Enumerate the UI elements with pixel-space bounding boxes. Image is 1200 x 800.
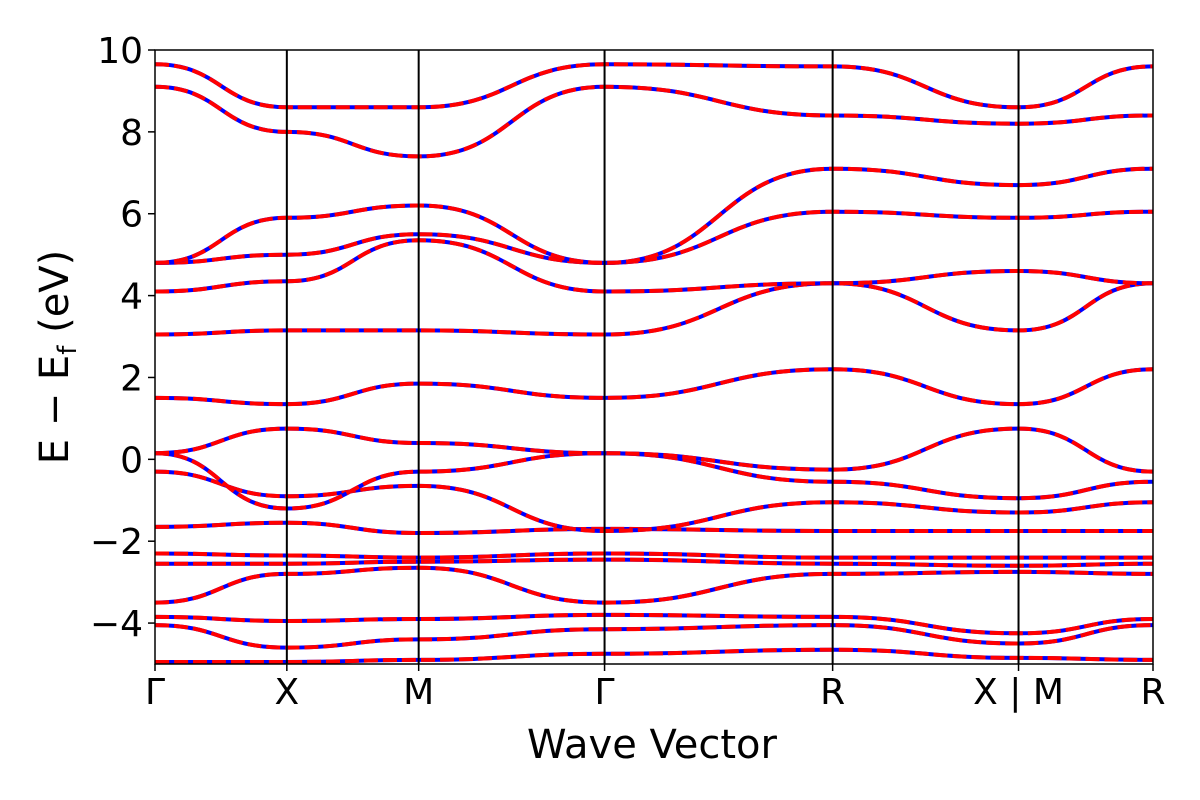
band-line-solid-9 — [155, 451, 1153, 511]
band-line-dashed-8 — [155, 469, 1153, 534]
x-tick-label: M — [403, 672, 434, 713]
plot-area — [155, 62, 1153, 664]
y-tick-label: 10 — [97, 31, 143, 72]
x-tick-label: R — [820, 672, 845, 713]
x-tick-label: Γ — [595, 672, 615, 713]
band-line-dashed-1 — [155, 647, 1153, 664]
x-tick-label: X — [275, 672, 300, 713]
y-tick-label: 2 — [120, 358, 143, 399]
band-line-dashed-17 — [155, 62, 1153, 110]
band-line-solid-16 — [155, 84, 1153, 159]
y-axis: −4 −2 0 2 4 6 8 10 — [90, 31, 155, 645]
y-axis-label-subscript: f — [53, 345, 83, 355]
band-line-dashed-6 — [155, 551, 1153, 560]
y-axis-label-units: (eV) — [32, 250, 78, 333]
x-tick-label: X | M — [973, 672, 1064, 713]
x-axis: Γ X M Γ R X | M R — [145, 664, 1166, 713]
band-line-solid-11 — [155, 367, 1153, 407]
y-axis-label-main: E − E — [32, 355, 78, 465]
x-tick-label: Γ — [145, 672, 165, 713]
y-axis-label: E − Ef (eV) — [32, 250, 83, 465]
y-tick-label: 8 — [120, 113, 143, 154]
x-axis-label: Wave Vector — [527, 722, 778, 768]
kpoint-separator-lines — [285, 50, 1020, 664]
band-line-dashed-10 — [155, 426, 1153, 474]
band-line-dashed-11 — [155, 367, 1153, 407]
band-line-dashed-4 — [155, 565, 1153, 605]
y-tick-label: 0 — [120, 440, 143, 481]
plot-frame — [154, 49, 1154, 665]
y-tick-label: −4 — [90, 604, 143, 645]
band-line-dashed-5 — [155, 557, 1153, 568]
y-tick-label: 6 — [120, 195, 143, 236]
band-line-dashed-7 — [155, 520, 1153, 536]
band-line-solid-10 — [155, 426, 1153, 474]
y-axis-label-unit — [32, 333, 78, 346]
band-line-solid-13 — [155, 238, 1153, 294]
y-tick-label: 4 — [120, 277, 143, 318]
band-line-dashed-13 — [155, 238, 1153, 294]
y-tick-label: −2 — [90, 522, 143, 563]
band-line-dashed-9 — [155, 451, 1153, 511]
x-tick-label: R — [1140, 672, 1165, 713]
band-line-solid-17 — [155, 62, 1153, 110]
